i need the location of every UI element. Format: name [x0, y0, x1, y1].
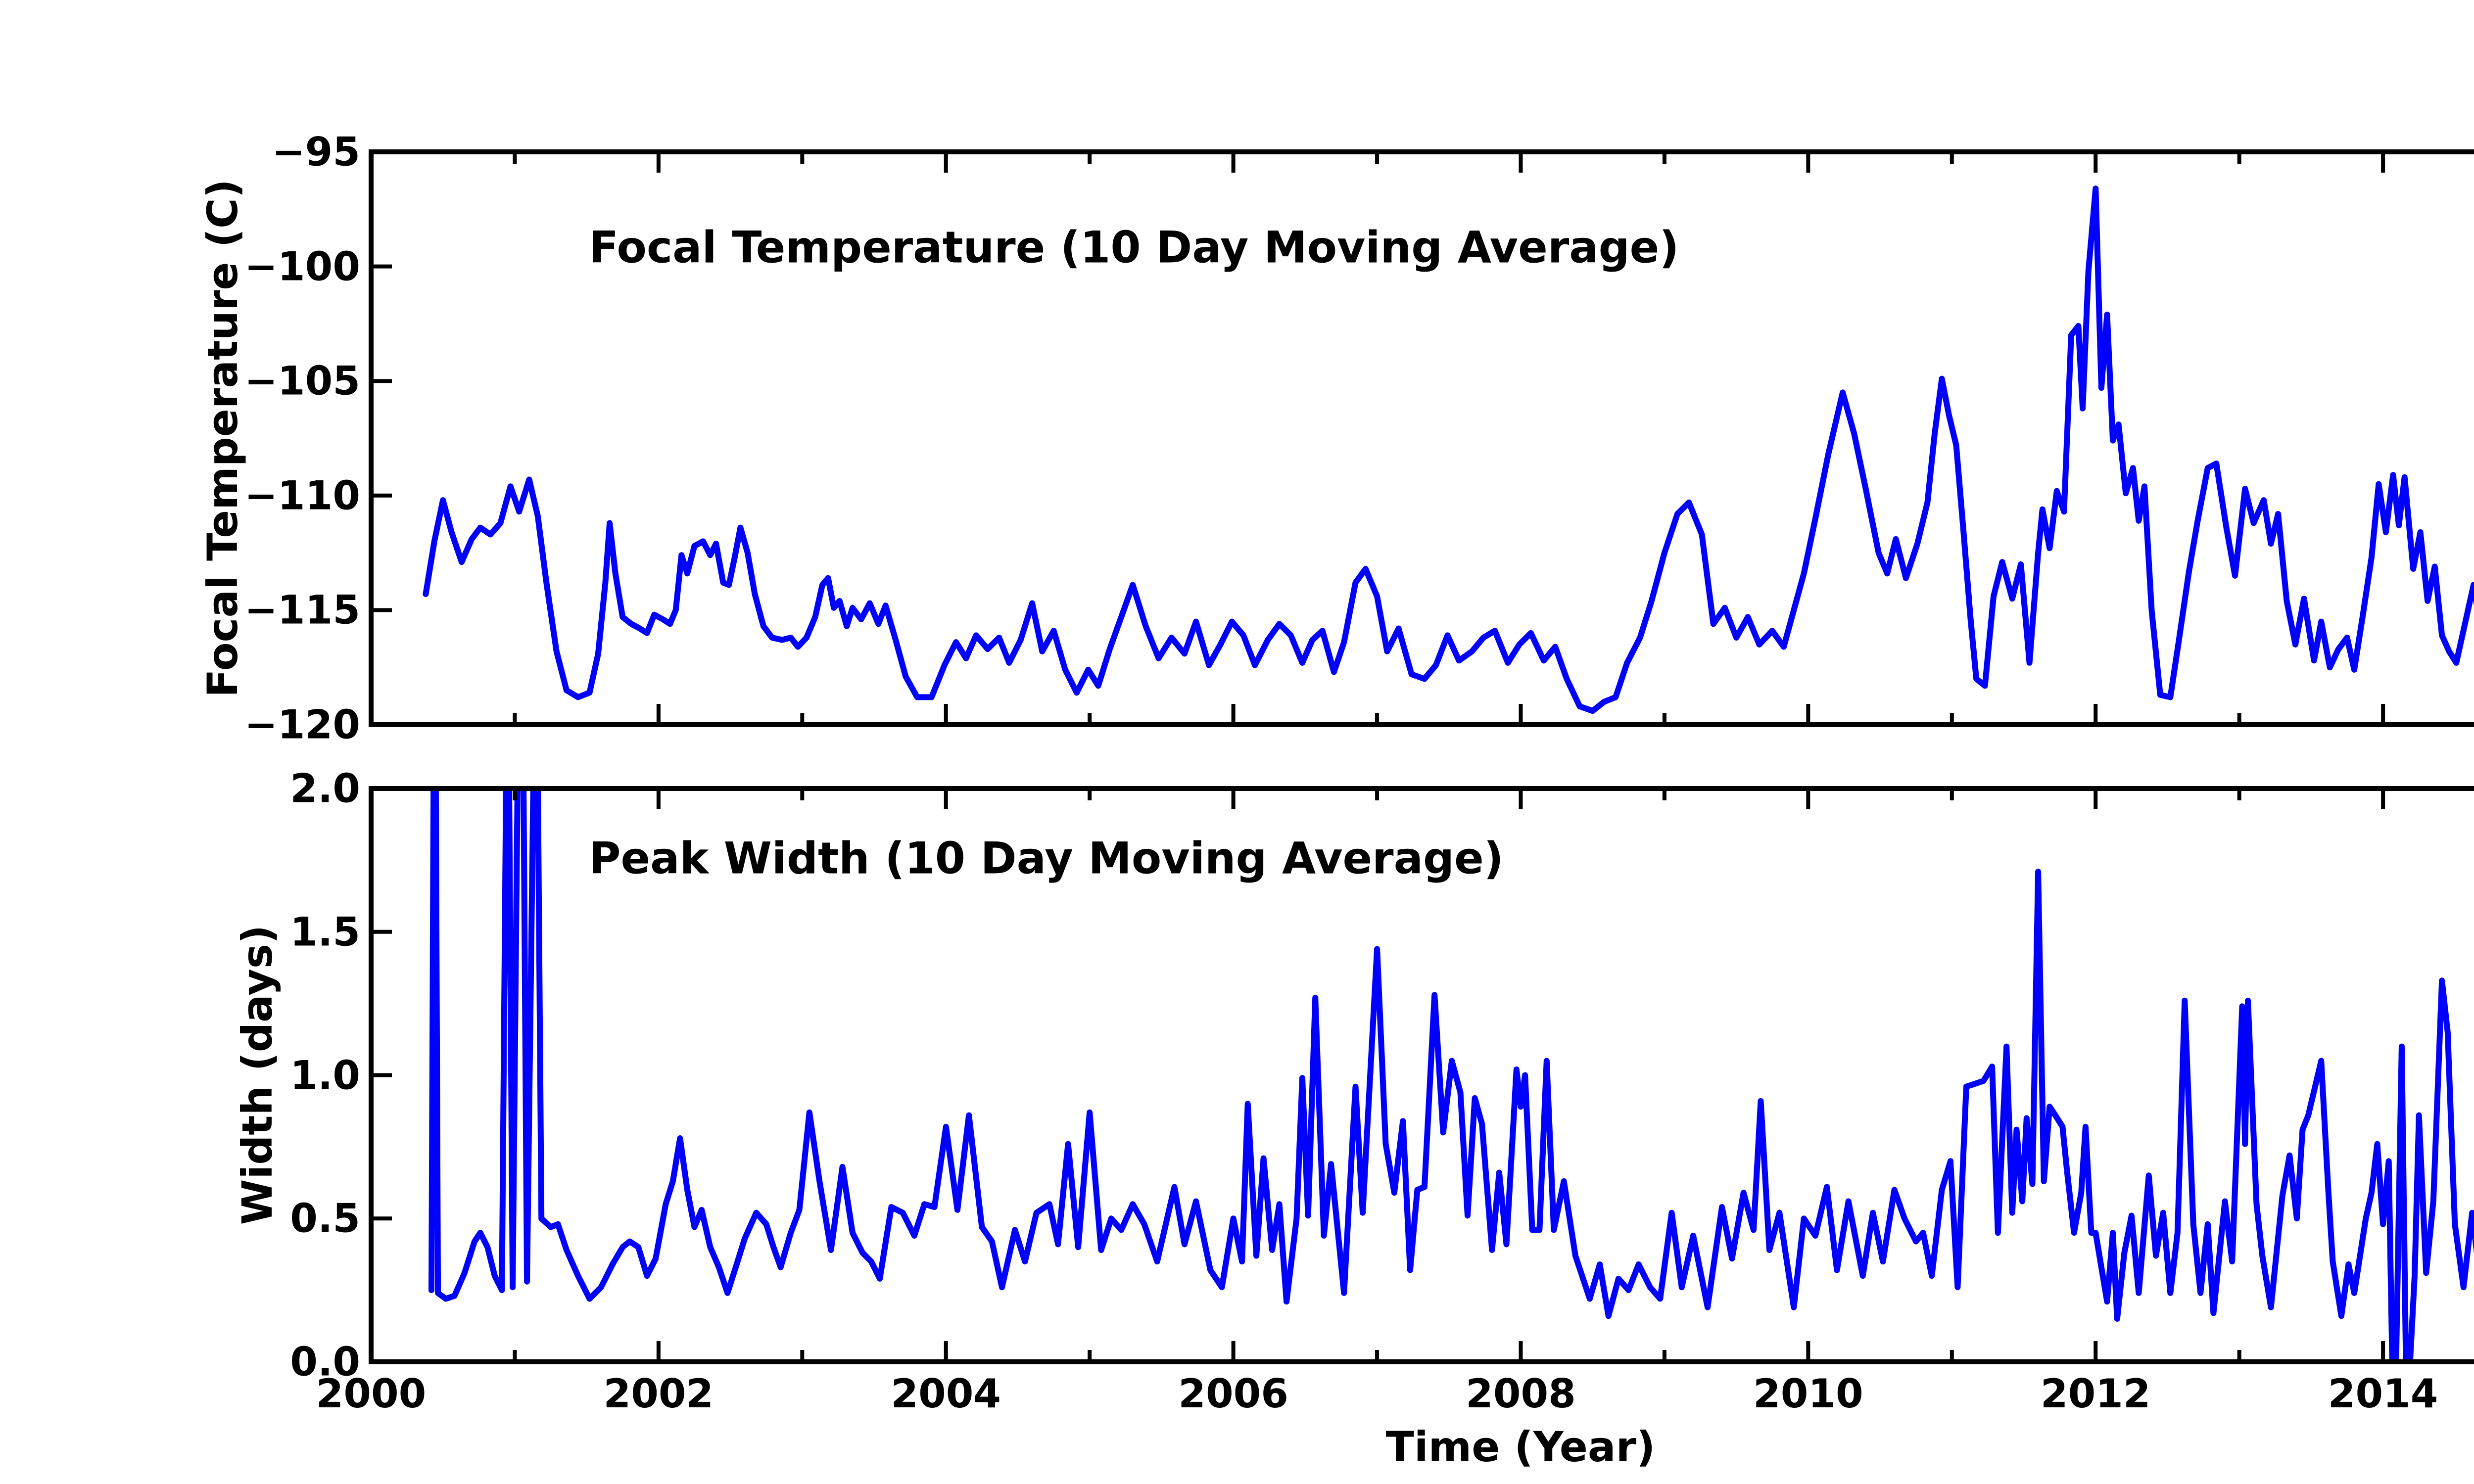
temperature-series-line — [423, 186, 2474, 714]
bottom-plot-title: Peak Width (10 Day Moving Average) — [589, 833, 1504, 884]
bottom-plot — [369, 786, 2474, 1364]
width-series-line — [428, 788, 2474, 1362]
top-plot — [369, 149, 2474, 727]
x-tick-label: 2006 — [1178, 1371, 1288, 1417]
x-tick-label: 2008 — [1466, 1371, 1576, 1417]
y-tick-label: −110 — [244, 472, 360, 519]
x-tick-label: 2004 — [891, 1371, 1001, 1417]
x-tick-label: 2014 — [2328, 1371, 2438, 1417]
y-tick-label: 2.0 — [290, 765, 360, 812]
y-tick-label: −115 — [244, 587, 360, 633]
y-tick-label: 0.0 — [290, 1339, 360, 1385]
x-tick-label: 2002 — [603, 1371, 714, 1417]
top-plot-y-axis-label: Focal Temperature (C) — [198, 179, 247, 698]
top-plot-ticks — [369, 150, 2385, 727]
x-axis-label: Time (Year) — [1385, 1423, 1656, 1471]
y-tick-label: −100 — [244, 243, 360, 290]
bottom-plot-y-axis-label: Width (days) — [233, 925, 282, 1225]
top-plot-title: Focal Temperature (10 Day Moving Average… — [589, 222, 1679, 273]
x-tick-label: 2012 — [2040, 1371, 2151, 1417]
y-tick-label: −95 — [272, 129, 360, 175]
y-tick-label: 1.5 — [290, 909, 360, 955]
y-tick-label: −120 — [244, 701, 360, 748]
y-tick-label: −105 — [244, 358, 360, 404]
x-tick-label: 2000 — [316, 1371, 427, 1417]
y-tick-label: 0.5 — [290, 1195, 360, 1242]
x-tick-label: 2010 — [1753, 1371, 1863, 1417]
y-tick-label: 1.0 — [290, 1052, 360, 1098]
bottom-plot-ticks — [369, 787, 2385, 1364]
